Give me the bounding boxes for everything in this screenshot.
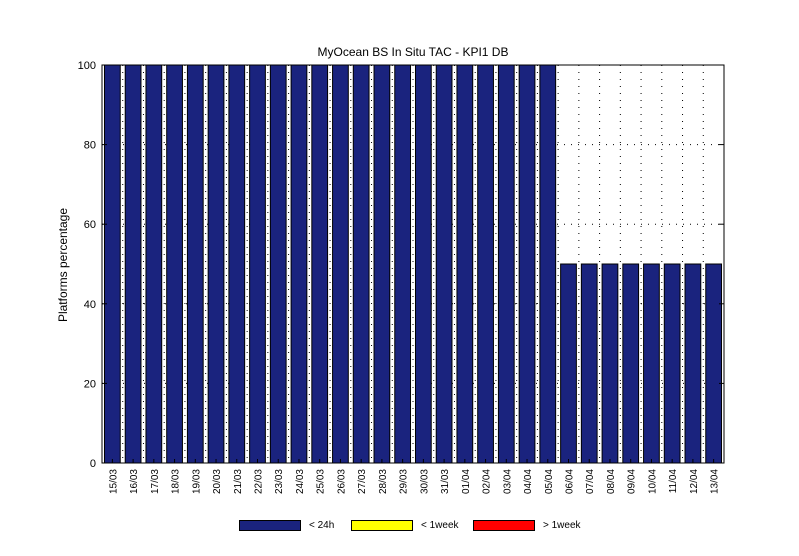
x-tick-label: 17/03 (150, 469, 161, 494)
grid-lines (102, 65, 724, 463)
bar (394, 64, 412, 464)
y-axis-label: Platforms percentage (56, 208, 70, 322)
x-tick-label: 08/04 (606, 469, 617, 494)
x-tick-label: 18/03 (171, 469, 182, 494)
y-axis: 0 20 40 60 80 100 (78, 60, 724, 470)
bar (580, 263, 598, 464)
bar (332, 64, 349, 464)
legend-swatch-over-1week (473, 520, 535, 531)
legend-swatch-1week (351, 520, 413, 531)
bar (414, 64, 432, 464)
x-tick-label: 12/04 (689, 469, 700, 494)
x-axis: 15/03 16/03 17/03 18/03 19/03 20/03 21/03 22/03… (108, 459, 721, 494)
y-tick-label: 80 (84, 140, 96, 152)
x-tick-label: 04/04 (523, 469, 534, 494)
y-tick-label: 40 (84, 299, 96, 311)
bar (269, 64, 287, 464)
x-tick-label: 05/04 (544, 469, 555, 494)
bar (103, 64, 121, 464)
x-tick-label: 21/03 (233, 469, 244, 494)
x-tick-label: 15/03 (108, 469, 119, 494)
legend-swatch-24h (239, 520, 301, 531)
x-tick-label: 03/04 (502, 469, 513, 494)
x-tick-label: 22/03 (254, 469, 265, 494)
chart-title: MyOcean BS In Situ TAC - KPI1 DB (318, 45, 509, 59)
x-tick-label: 07/04 (585, 469, 596, 494)
legend-label-1week: < 1week (421, 520, 459, 531)
y-tick-label: 100 (78, 60, 96, 72)
x-tick-label: 29/03 (399, 469, 410, 494)
y-tick-label: 60 (84, 219, 96, 231)
plot-area (101, 64, 725, 464)
x-tick-label: 06/04 (565, 469, 576, 494)
bar (684, 263, 702, 464)
x-tick-label: 11/04 (668, 469, 679, 494)
bars (103, 64, 723, 464)
bar (186, 64, 204, 464)
x-tick-label: 25/03 (316, 469, 327, 494)
bar (228, 64, 246, 464)
x-tick-label: 23/03 (274, 469, 285, 494)
bar (560, 263, 577, 464)
bar (207, 64, 225, 464)
x-tick-label: 13/04 (710, 469, 721, 494)
bar (477, 64, 494, 464)
bar (601, 263, 619, 464)
bar (249, 64, 266, 464)
y-tick-label: 0 (90, 458, 96, 470)
legend-label-24h: < 24h (309, 520, 335, 531)
bar (373, 64, 391, 464)
y-tick-label: 20 (84, 378, 96, 390)
bar (290, 64, 308, 464)
x-tick-label: 28/03 (378, 469, 389, 494)
x-tick-label: 26/03 (336, 469, 347, 494)
x-tick-label: 20/03 (212, 469, 223, 494)
bar (497, 64, 515, 464)
x-tick-label: 27/03 (357, 469, 368, 494)
bar (435, 64, 453, 464)
bar (518, 64, 536, 464)
x-tick-label: 31/03 (440, 469, 451, 494)
bar (166, 64, 183, 464)
bar (456, 64, 474, 464)
x-tick-label: 19/03 (191, 469, 202, 494)
x-tick-label: 10/04 (647, 469, 658, 494)
bar (145, 64, 163, 464)
x-tick-label: 02/04 (482, 469, 493, 494)
bar (311, 64, 329, 464)
bar (124, 64, 142, 464)
bar (352, 64, 370, 464)
bar (622, 263, 640, 464)
x-tick-label: 30/03 (419, 469, 430, 494)
x-tick-label: 01/04 (461, 469, 472, 494)
x-tick-label: 16/03 (129, 469, 140, 494)
bar (705, 263, 723, 464)
legend-label-over-1week: > 1week (543, 520, 581, 531)
bar (539, 64, 557, 464)
x-tick-label: 09/04 (627, 469, 638, 494)
x-tick-label: 24/03 (295, 469, 306, 494)
bar (663, 263, 681, 464)
bar (643, 263, 660, 464)
